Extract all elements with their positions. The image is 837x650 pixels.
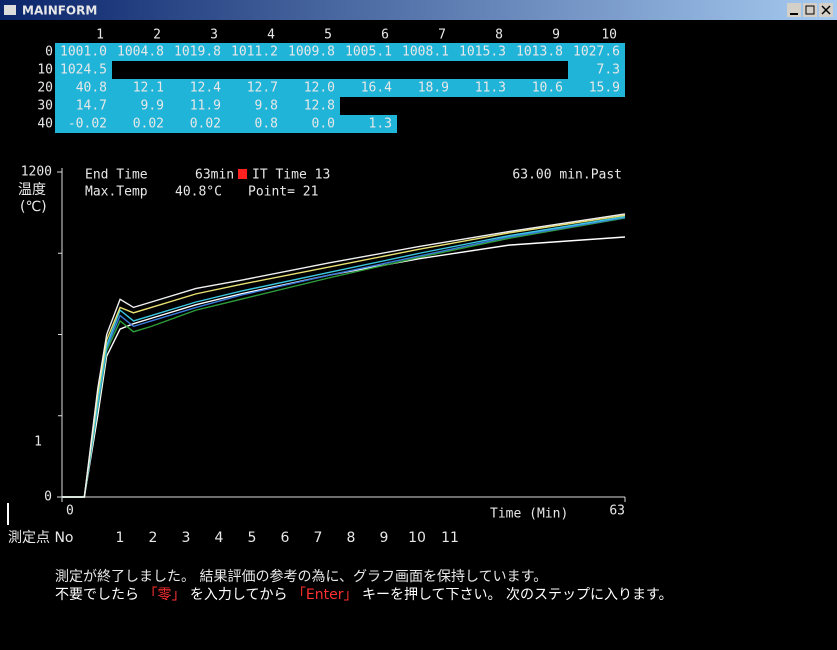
cell-value: 15.9	[589, 81, 620, 96]
cell-value: 1019.8	[174, 45, 221, 60]
message-segment: キーを押して下さい。 次のステップに入ります。	[358, 587, 673, 603]
cell-value: 1015.3	[459, 45, 506, 60]
y-tick-label: 0	[44, 490, 52, 505]
x-axis-label: Time (Min)	[490, 507, 568, 522]
cell-value: 12.1	[133, 81, 164, 96]
cell-value: 0.02	[133, 117, 164, 132]
window-title: MAINFORM	[22, 4, 97, 18]
column-header: 10	[601, 28, 617, 43]
legend-item: 7	[314, 530, 323, 546]
end-time: 63min	[195, 168, 234, 183]
legend-item: 9	[380, 530, 389, 546]
cell-value: 0.0	[312, 117, 335, 132]
legend-item: 4	[215, 530, 224, 546]
row-label: 10	[37, 63, 53, 78]
end-time-label: End Time	[85, 168, 148, 183]
legend-item: 5	[248, 530, 257, 546]
title-bar	[0, 0, 837, 20]
cell-value: 9.8	[255, 99, 278, 114]
max-temp-label: Max.Temp	[85, 185, 148, 200]
message-line: 不要でしたら 「零」 を入力してから 「Enter」 キーを押して下さい。 次の…	[55, 587, 673, 603]
legend-item: 6	[281, 530, 290, 546]
legend-item: 8	[347, 530, 356, 546]
row-label: 40	[37, 117, 53, 132]
column-header: 6	[381, 28, 389, 43]
y-tick-label: 1200	[21, 165, 52, 180]
message-segment: 「Enter」	[292, 587, 358, 603]
column-header: 4	[267, 28, 275, 43]
column-header: 2	[153, 28, 161, 43]
restore-button[interactable]	[803, 3, 817, 17]
cell-value: 1005.1	[345, 45, 392, 60]
cell-value: 1013.8	[516, 45, 563, 60]
legend-item: 10	[408, 530, 426, 546]
cell-value: 1008.1	[402, 45, 449, 60]
cell-value: 12.8	[304, 99, 335, 114]
column-header: 3	[210, 28, 218, 43]
cell-value: 12.0	[304, 81, 335, 96]
it-time: IT Time 13	[252, 168, 330, 183]
message-line: 測定が終了しました。 結果評価の参考の為に、グラフ画面を保持しています。	[55, 568, 547, 585]
y-marker: 1	[34, 435, 42, 450]
page: MAINFORM End Time 63min IT Time 13 Max.T…	[0, 0, 837, 650]
x-tick-label: 0	[66, 504, 74, 519]
message-segment: 不要でしたら	[55, 587, 143, 603]
column-header: 8	[495, 28, 503, 43]
status-marker	[238, 169, 247, 179]
cell-value: 1001.0	[60, 45, 107, 60]
cell-value: 9.9	[141, 99, 164, 114]
column-header: 5	[324, 28, 332, 43]
row-label: 0	[45, 45, 53, 60]
column-header: 9	[552, 28, 560, 43]
cell-value: 14.7	[76, 99, 107, 114]
cell-value: 0.8	[255, 117, 278, 132]
cell-value: -0.02	[68, 117, 107, 132]
cell-value: 11.3	[475, 81, 506, 96]
cell-value: 1024.5	[60, 63, 107, 78]
x-tick-label: 63	[609, 504, 625, 519]
column-header: 1	[96, 28, 104, 43]
max-temp: 40.8°C	[175, 185, 222, 200]
legend-item: 1	[116, 530, 125, 546]
legend-item: 11	[441, 530, 459, 546]
cell-value: 1011.2	[231, 45, 278, 60]
cell-value: 7.3	[597, 63, 620, 78]
row-label: 30	[37, 99, 53, 114]
cell-value: 1004.8	[117, 45, 164, 60]
y-unit: 温度	[18, 182, 46, 198]
message-segment: を入力してから	[185, 587, 291, 603]
cell-value: 0.02	[190, 117, 221, 132]
cell-value: 18.9	[418, 81, 449, 96]
window-icon	[4, 5, 16, 15]
cell-value: 12.4	[190, 81, 221, 96]
cell-value: 10.6	[532, 81, 563, 96]
cell-value: 11.9	[190, 99, 221, 114]
column-header: 7	[438, 28, 446, 43]
cell-value: 1009.8	[288, 45, 335, 60]
y-unit: (℃)	[20, 199, 47, 215]
screen: MAINFORM End Time 63min IT Time 13 Max.T…	[0, 0, 837, 650]
legend-item: 2	[149, 530, 158, 546]
row-label: 20	[37, 81, 53, 96]
legend-item: 3	[182, 530, 191, 546]
cell-value: 12.7	[247, 81, 278, 96]
cell-value: 1027.6	[573, 45, 620, 60]
cell-value: 16.4	[361, 81, 392, 96]
elapsed-time: 63.00 min.Past	[512, 168, 622, 183]
point-count: Point= 21	[248, 185, 318, 200]
cell-value: 1.3	[369, 117, 392, 132]
legend-label: 測定点 No	[8, 530, 74, 546]
message-segment: 「零」	[143, 587, 185, 603]
cell-value: 40.8	[76, 81, 107, 96]
